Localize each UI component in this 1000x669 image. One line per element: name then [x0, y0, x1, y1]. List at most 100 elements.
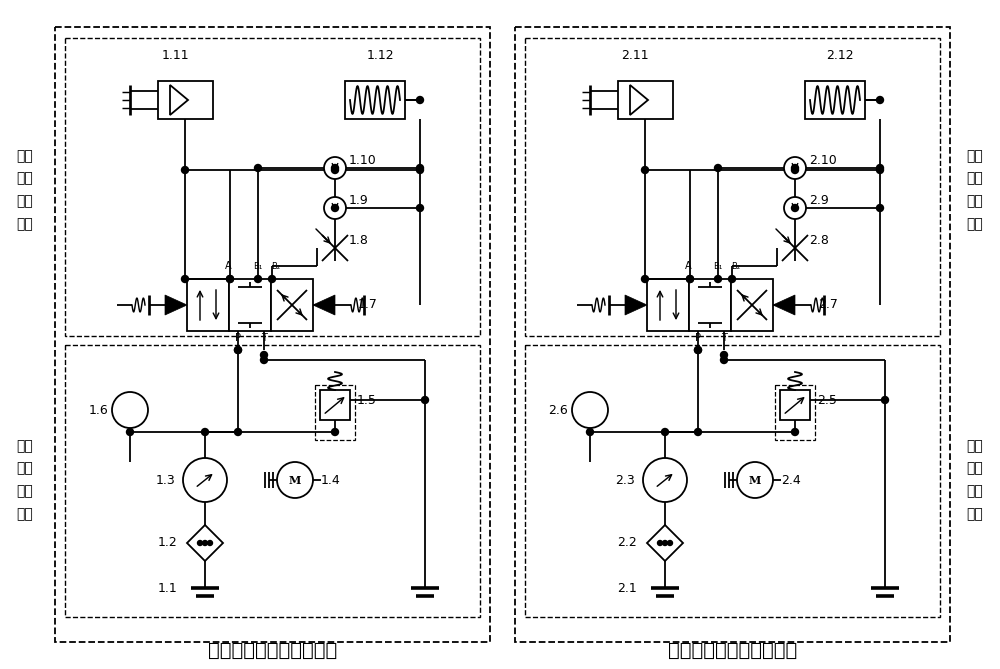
Circle shape	[728, 276, 736, 282]
Text: 2.10: 2.10	[809, 153, 837, 167]
Bar	[65, 345, 480, 617]
Text: 2.1: 2.1	[617, 581, 637, 595]
Text: 左腿
液压
动力
模块: 左腿 液压 动力 模块	[17, 439, 33, 521]
Circle shape	[792, 167, 798, 173]
Bar	[515, 27, 950, 642]
Circle shape	[714, 165, 722, 171]
Bar	[525, 38, 940, 336]
Text: 1.4: 1.4	[321, 474, 341, 486]
Circle shape	[792, 205, 798, 211]
Text: 2.5: 2.5	[817, 393, 837, 407]
Circle shape	[720, 351, 728, 359]
Text: B₁: B₁	[253, 262, 263, 271]
Text: 1.9: 1.9	[349, 193, 369, 207]
Circle shape	[126, 429, 134, 436]
Text: 1.8: 1.8	[349, 233, 369, 246]
Circle shape	[662, 541, 668, 545]
Circle shape	[324, 157, 346, 179]
Bar	[271, 279, 313, 331]
Circle shape	[642, 167, 648, 173]
Text: 左腿变刚度关节驱动系统: 左腿变刚度关节驱动系统	[208, 640, 338, 660]
Text: A: A	[685, 261, 691, 271]
Text: 1.11: 1.11	[161, 49, 189, 62]
Circle shape	[694, 347, 702, 353]
Circle shape	[876, 167, 884, 173]
Text: 2.8: 2.8	[809, 233, 829, 246]
Circle shape	[694, 429, 702, 436]
Text: 1.3: 1.3	[155, 474, 175, 486]
Bar	[775, 385, 815, 440]
Text: 2.3: 2.3	[615, 474, 635, 486]
Circle shape	[694, 347, 702, 353]
Circle shape	[198, 541, 202, 545]
Text: 1.1: 1.1	[157, 581, 177, 595]
Text: 2.7: 2.7	[818, 298, 838, 312]
Circle shape	[208, 541, 212, 545]
Text: P: P	[695, 333, 701, 343]
Bar	[158, 81, 213, 119]
Bar	[525, 345, 940, 617]
Bar	[780, 390, 810, 420]
Circle shape	[784, 157, 806, 179]
Text: 2.4: 2.4	[781, 474, 801, 486]
Bar	[187, 279, 229, 331]
Circle shape	[226, 276, 234, 282]
Polygon shape	[313, 295, 335, 315]
Circle shape	[686, 276, 694, 282]
Bar	[320, 390, 350, 420]
Circle shape	[882, 397, 889, 403]
Text: 左腿
关节
驱动
模块: 左腿 关节 驱动 模块	[17, 149, 33, 231]
Circle shape	[642, 276, 648, 282]
Text: T: T	[261, 333, 267, 343]
Text: 2.12: 2.12	[826, 49, 854, 62]
Circle shape	[182, 276, 188, 282]
Circle shape	[277, 462, 313, 498]
Circle shape	[234, 347, 242, 353]
Circle shape	[658, 541, 662, 545]
Circle shape	[183, 458, 227, 502]
Text: P: P	[235, 333, 241, 343]
Text: 1.10: 1.10	[349, 153, 377, 167]
Circle shape	[268, 276, 276, 282]
Circle shape	[416, 205, 424, 211]
Circle shape	[254, 165, 262, 171]
Text: 2.11: 2.11	[621, 49, 649, 62]
Circle shape	[876, 96, 884, 104]
Bar	[55, 27, 490, 642]
Circle shape	[332, 205, 338, 211]
Circle shape	[714, 276, 722, 282]
Circle shape	[792, 165, 798, 171]
Circle shape	[182, 167, 188, 173]
Bar	[345, 81, 405, 119]
Circle shape	[260, 357, 268, 363]
Text: 2.2: 2.2	[617, 537, 637, 549]
Polygon shape	[165, 295, 187, 315]
Circle shape	[422, 397, 428, 403]
Text: 右腿变刚度关节驱动系统: 右腿变刚度关节驱动系统	[668, 640, 798, 660]
Bar	[689, 279, 731, 331]
Circle shape	[784, 197, 806, 219]
Bar	[65, 38, 480, 336]
Circle shape	[226, 276, 234, 282]
Circle shape	[792, 429, 798, 436]
Circle shape	[737, 462, 773, 498]
Text: 2.9: 2.9	[809, 193, 829, 207]
Circle shape	[416, 167, 424, 173]
Circle shape	[668, 541, 672, 545]
Text: A: A	[225, 261, 231, 271]
Text: 1.6: 1.6	[88, 403, 108, 417]
Circle shape	[416, 165, 424, 171]
Circle shape	[254, 276, 262, 282]
Circle shape	[643, 458, 687, 502]
Circle shape	[260, 351, 268, 359]
Circle shape	[112, 392, 148, 428]
Text: 1.12: 1.12	[366, 49, 394, 62]
Bar	[315, 385, 355, 440]
Circle shape	[332, 165, 338, 171]
Bar	[647, 279, 689, 331]
Circle shape	[586, 429, 594, 436]
Text: 右腿
液压
动力
模块: 右腿 液压 动力 模块	[967, 439, 983, 521]
Circle shape	[876, 165, 884, 171]
Bar	[618, 81, 673, 119]
Circle shape	[202, 541, 208, 545]
